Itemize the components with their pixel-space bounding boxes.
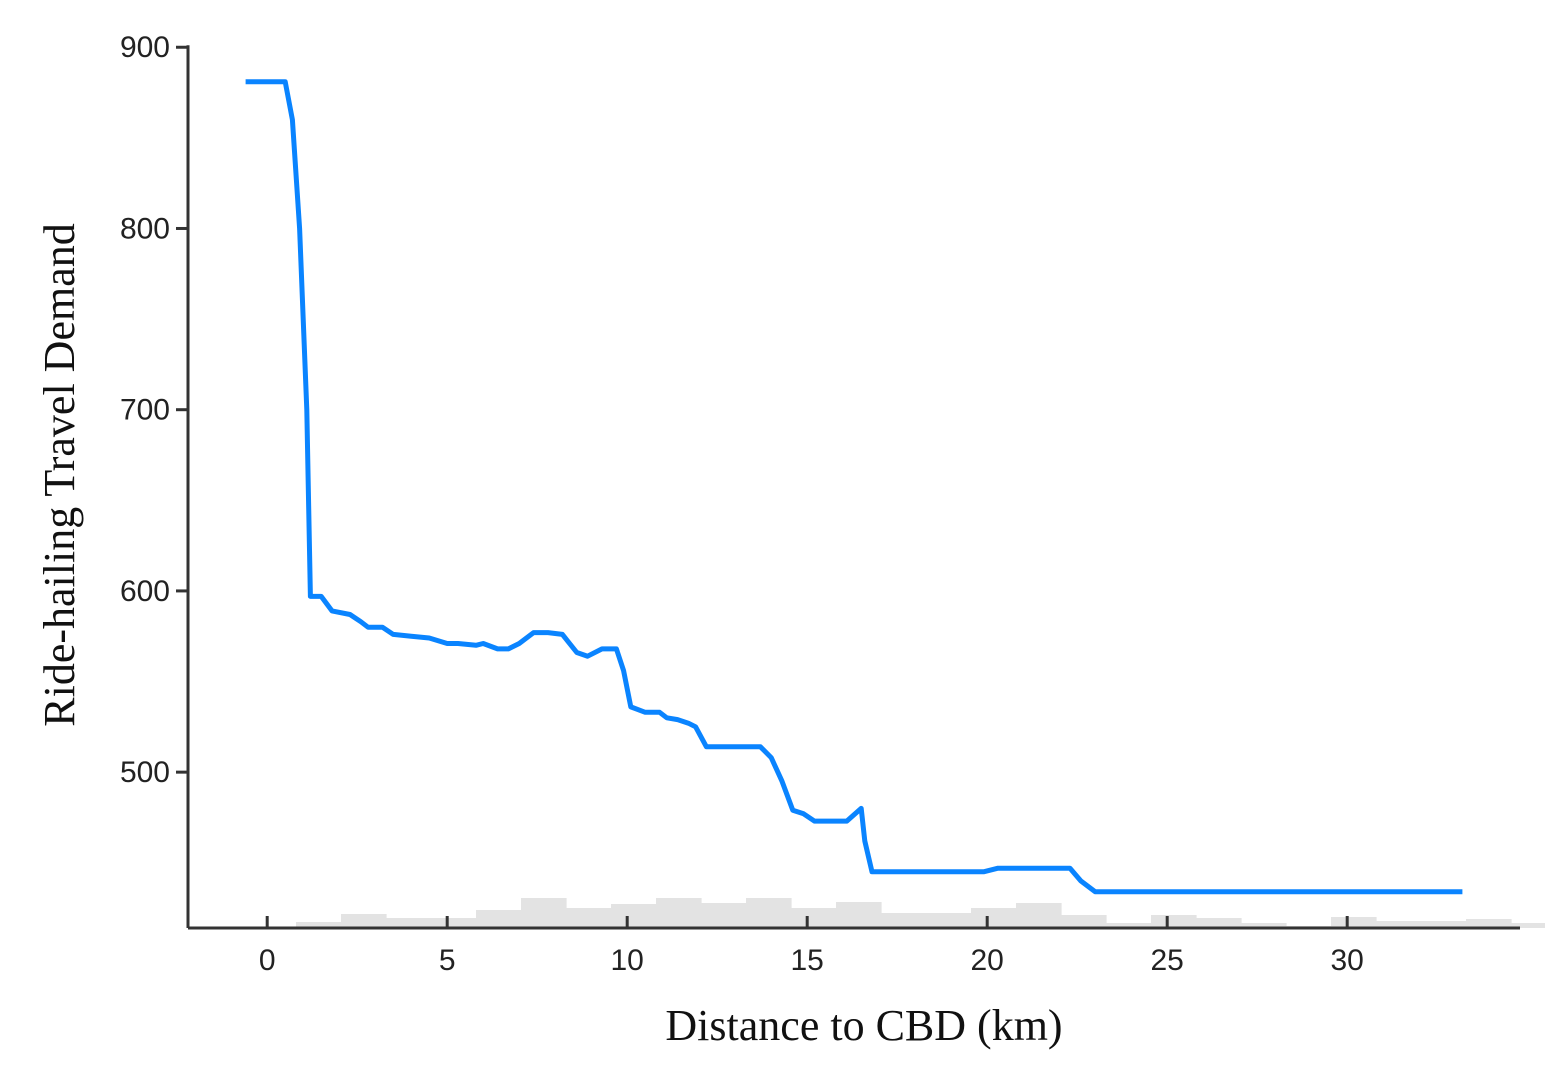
x-tick-label: 25	[1151, 944, 1184, 977]
histogram-bar	[1151, 915, 1175, 928]
histogram-bar	[498, 910, 522, 928]
histogram-bar	[858, 902, 882, 928]
series	[245, 79, 1463, 895]
histogram-bar	[611, 904, 635, 928]
histogram-bar	[1533, 923, 1545, 928]
histogram-bar	[948, 913, 972, 928]
histogram-bar	[341, 914, 365, 928]
histogram-bar	[1353, 917, 1377, 928]
y-ticks: 500 600 700 800 900	[120, 31, 188, 789]
histogram-bar	[1016, 903, 1040, 928]
axes	[186, 45, 1520, 930]
histogram-bar	[903, 913, 927, 928]
histogram-bar	[723, 903, 747, 928]
x-tick-label: 30	[1331, 944, 1364, 977]
histogram-bar	[1331, 917, 1355, 928]
histogram-bar	[431, 918, 455, 928]
x-tick-label: 15	[791, 944, 824, 977]
histogram-bar	[521, 898, 545, 928]
histogram-bar	[1466, 919, 1490, 928]
x-tick-label: 5	[439, 944, 456, 977]
histogram-bar	[1443, 921, 1467, 928]
histogram-bar	[453, 918, 477, 928]
x-tick-label: 10	[611, 944, 644, 977]
y-axis-title: Ride-hailing Travel Demand	[35, 223, 84, 727]
histogram-bar	[971, 908, 995, 928]
histogram-bar	[1398, 921, 1422, 928]
histogram-bar	[1241, 923, 1265, 928]
x-ticks: 0 5 10 15 20 25 30	[259, 916, 1364, 977]
y-tick-label: 600	[120, 575, 170, 608]
histogram-bar	[678, 898, 702, 928]
histogram-bar	[746, 898, 770, 928]
histogram-bar	[926, 913, 950, 928]
histogram-bar	[656, 898, 680, 928]
histogram-bar	[566, 908, 590, 928]
histogram-bar	[791, 908, 815, 928]
y-tick-label: 700	[120, 394, 170, 427]
x-tick-label: 20	[971, 944, 1004, 977]
x-axis-title: Distance to CBD (km)	[665, 1001, 1062, 1050]
histogram-bar	[1038, 903, 1062, 928]
histogram-bar	[543, 898, 567, 928]
series-line	[245, 79, 1463, 895]
histogram-bar	[881, 913, 905, 928]
y-tick-label: 900	[120, 31, 170, 64]
histogram-bar	[993, 908, 1017, 928]
histogram-bar	[1128, 923, 1152, 928]
histogram-bar	[1106, 923, 1130, 928]
histogram-bar	[408, 918, 432, 928]
histogram-bar	[476, 910, 500, 928]
histogram-bar	[1173, 915, 1197, 928]
histogram-bar	[318, 922, 342, 928]
histogram-bar	[836, 902, 860, 928]
histogram-bar	[701, 903, 725, 928]
y-tick-label: 500	[120, 756, 170, 789]
y-tick-label: 800	[120, 212, 170, 245]
histogram-bar	[633, 904, 657, 928]
histogram-bar	[1511, 923, 1535, 928]
histogram-bar	[363, 914, 387, 928]
histogram	[296, 898, 1545, 928]
histogram-bar	[1061, 915, 1085, 928]
histogram-bar	[588, 908, 612, 928]
histogram-bar	[1263, 923, 1287, 928]
histogram-bar	[1376, 921, 1400, 928]
histogram-bar	[813, 908, 837, 928]
x-tick-label: 0	[259, 944, 276, 977]
histogram-bar	[386, 918, 410, 928]
histogram-bar	[1083, 915, 1107, 928]
histogram-bar	[1421, 921, 1445, 928]
histogram-bar	[1218, 918, 1242, 928]
histogram-bar	[1488, 919, 1512, 928]
histogram-bar	[1196, 918, 1220, 928]
histogram-bar	[768, 898, 792, 928]
histogram-bar	[296, 922, 320, 928]
